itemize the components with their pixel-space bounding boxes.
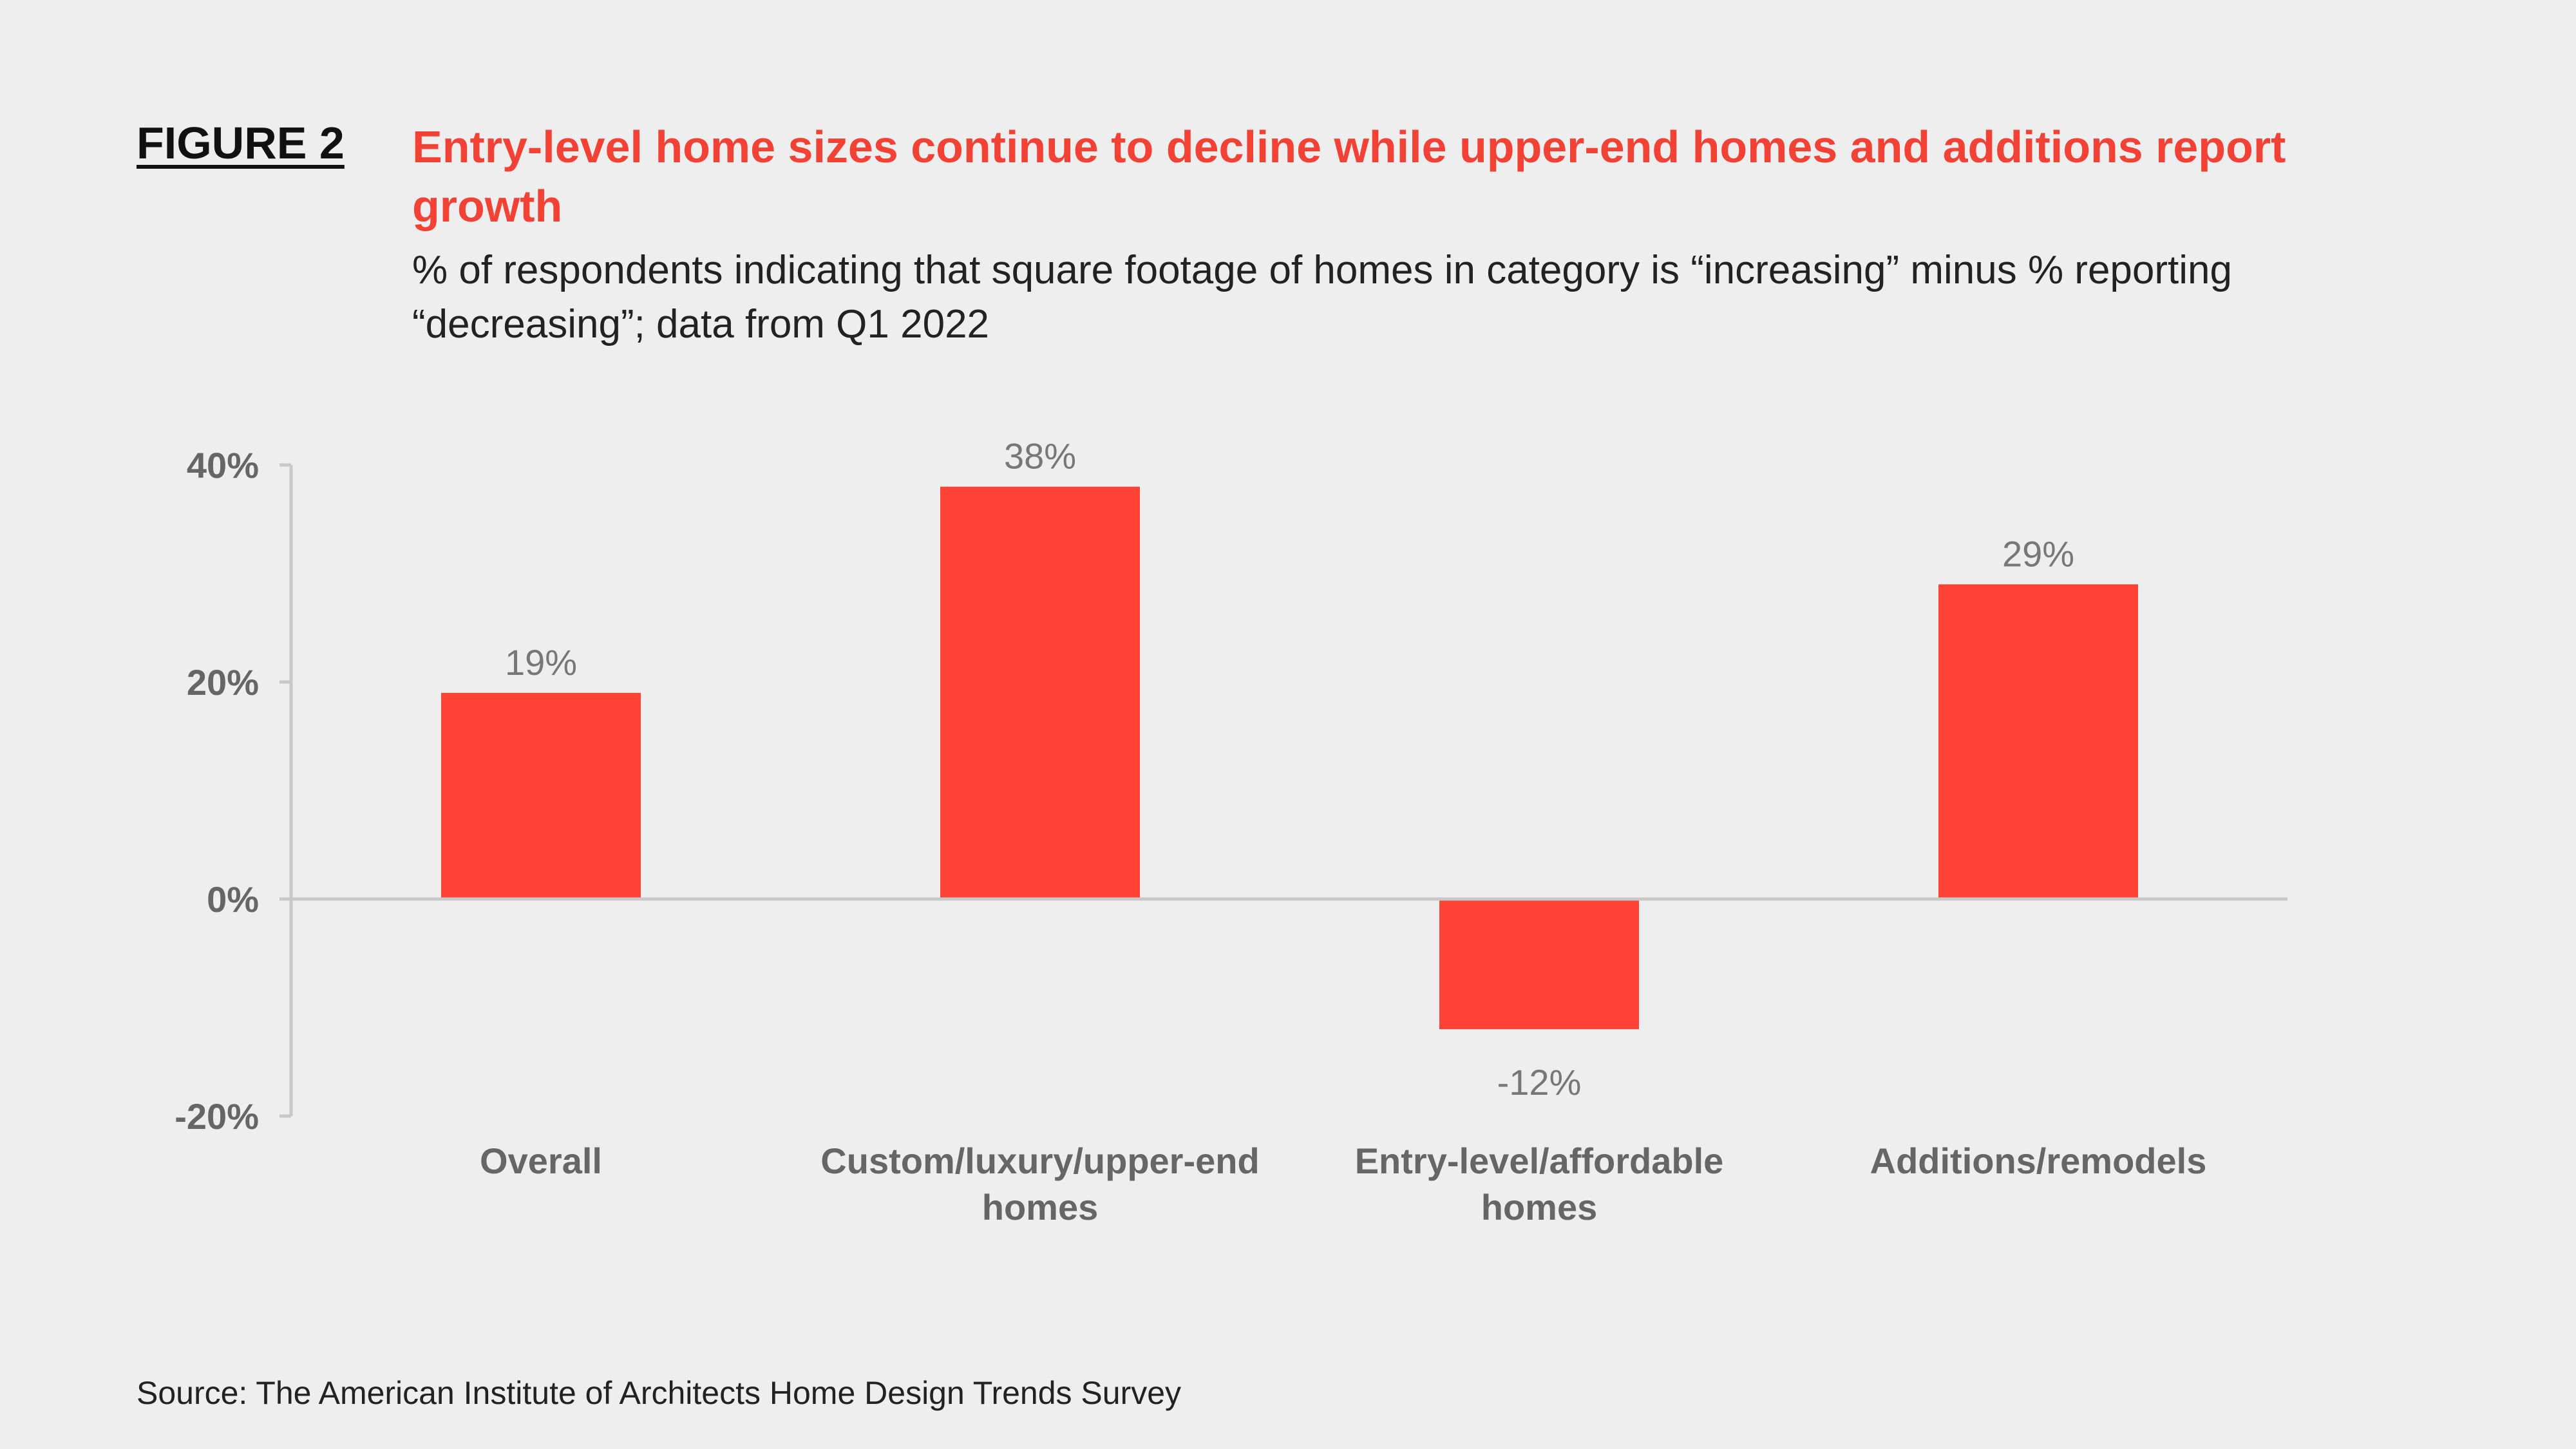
y-tick-label: 40% bbox=[187, 445, 259, 486]
bar bbox=[1938, 584, 2138, 899]
x-category-label-line: Overall bbox=[480, 1141, 602, 1181]
data-label: 19% bbox=[505, 642, 577, 683]
x-category-label-line: Custom/luxury/upper-end bbox=[820, 1141, 1259, 1181]
x-category-label-line: Additions/remodels bbox=[1870, 1141, 2207, 1181]
source-note: Source: The American Institute of Archit… bbox=[137, 1375, 1182, 1411]
x-category-label-line: Entry-level/affordable bbox=[1355, 1141, 1724, 1181]
x-category-label: Overall bbox=[480, 1141, 602, 1181]
x-category-label: Custom/luxury/upper-end homes bbox=[820, 1141, 1259, 1227]
x-category-label: Entry-level/affordable homes bbox=[1355, 1141, 1724, 1227]
bar bbox=[940, 486, 1140, 899]
data-label: -12% bbox=[1497, 1062, 1582, 1103]
bar bbox=[1439, 899, 1639, 1030]
y-tick-label: 20% bbox=[187, 662, 259, 703]
y-tick-label: 0% bbox=[207, 879, 259, 920]
x-category-label: Additions/remodels bbox=[1870, 1141, 2207, 1181]
x-category-label-line: homes bbox=[1481, 1187, 1598, 1227]
x-category-label-line: homes bbox=[982, 1187, 1099, 1227]
y-tick-label: -20% bbox=[175, 1096, 259, 1137]
chart-subtitle: % of respondents indicating that square … bbox=[412, 248, 2232, 346]
figure-label: FIGURE 2 bbox=[137, 118, 345, 168]
data-label: 29% bbox=[2002, 533, 2074, 574]
chart-title: Entry-level home sizes continue to decli… bbox=[412, 122, 2286, 231]
data-label: 38% bbox=[1004, 436, 1076, 477]
bar bbox=[441, 692, 641, 899]
